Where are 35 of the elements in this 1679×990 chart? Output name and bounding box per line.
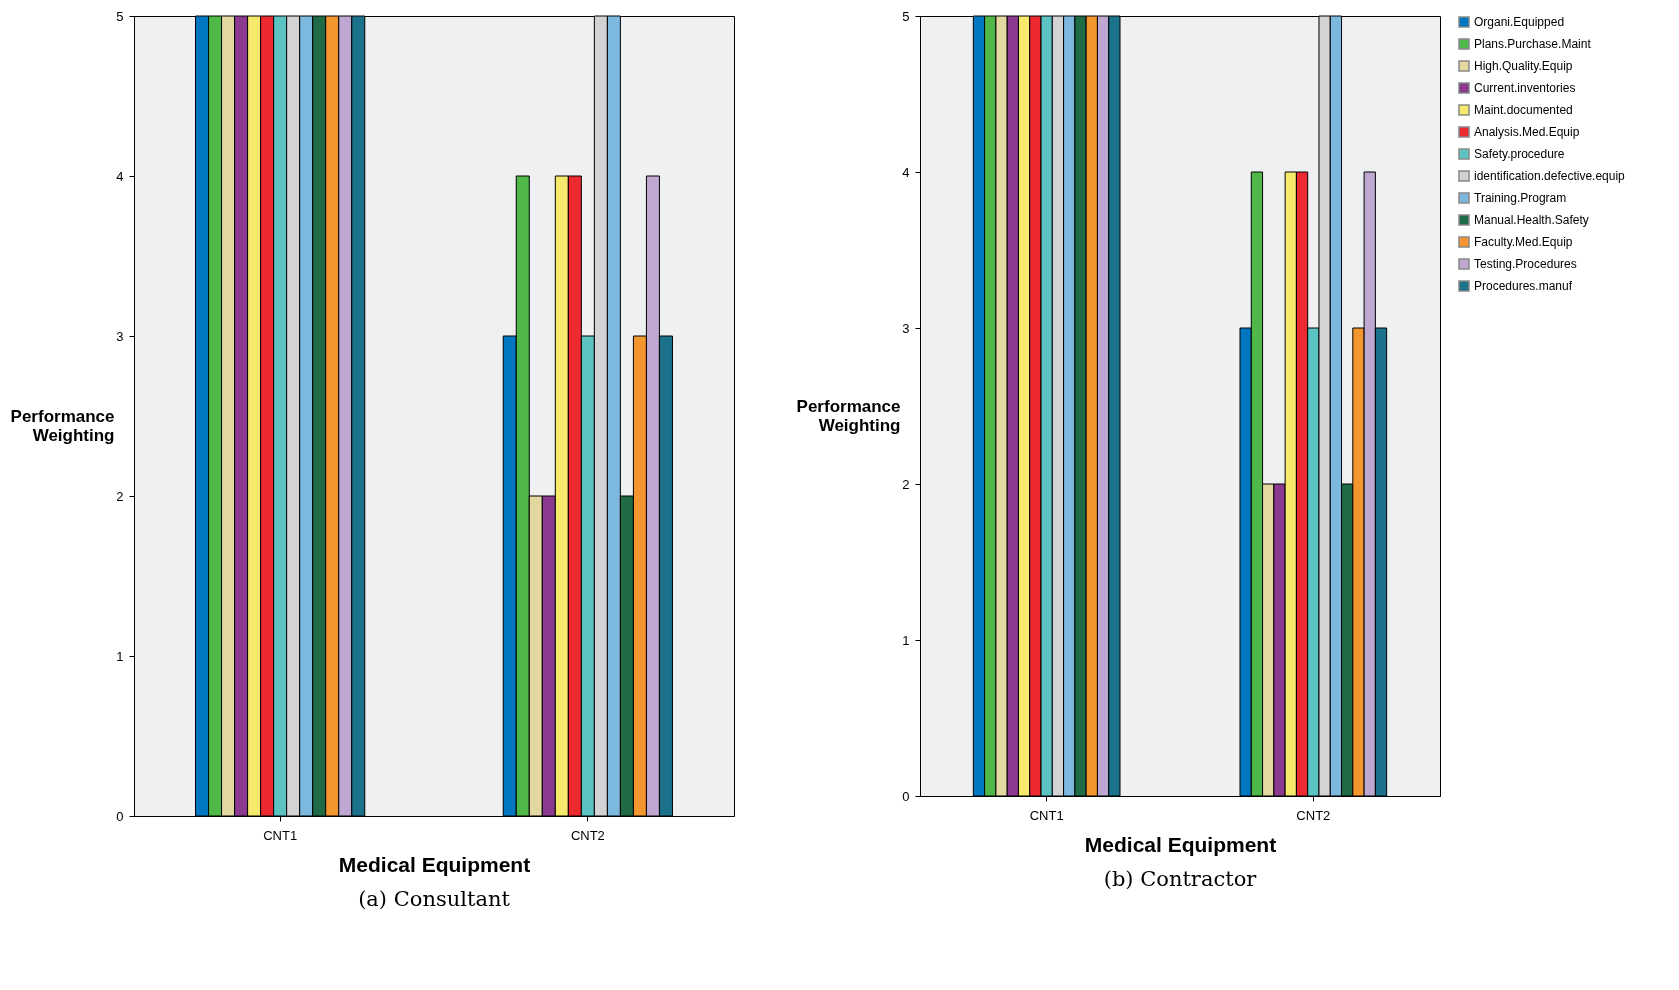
y-tick-label: 2 (902, 476, 910, 492)
legend-label: Maint.documented (1474, 103, 1573, 117)
legend-label: Manual.Health.Safety (1474, 213, 1589, 227)
y-tick-label: 5 (116, 8, 124, 24)
legend-label: Safety.procedure (1474, 147, 1565, 161)
legend-label: Plans.Purchase.Maint (1474, 37, 1592, 51)
y-tick-label: 3 (902, 320, 910, 336)
y-tick-label: 4 (902, 164, 910, 180)
y-axis-title: Performance Weighting (796, 396, 901, 435)
x-tick-label: CNT2 (1296, 807, 1331, 823)
y-tick-label: 3 (116, 328, 124, 344)
legend-label: Testing.Procedures (1474, 257, 1577, 271)
legend-label: identification.defective.equip (1474, 169, 1626, 183)
y-tick-label: 1 (902, 632, 910, 648)
x-tick-label: CNT1 (263, 827, 298, 843)
text: (b) Contractor (1103, 867, 1258, 891)
y-tick-label: 0 (116, 808, 124, 824)
legend-label: Organi.Equipped (1474, 15, 1565, 29)
y-tick-label: 5 (902, 8, 910, 24)
y-tick-label: 0 (902, 788, 910, 804)
x-axis-title: Medical Equipment (338, 852, 531, 876)
legend-label: High.Quality.Equip (1474, 59, 1573, 73)
x-tick-label: CNT2 (570, 827, 605, 843)
legend-label: Faculty.Med.Equip (1474, 235, 1573, 249)
legend-label: Analysis.Med.Equip (1474, 125, 1580, 139)
x-tick-label: CNT1 (1029, 807, 1064, 823)
y-axis-title: Performance Weighting (10, 406, 115, 445)
y-tick-label: 4 (116, 168, 124, 184)
x-axis-title: Medical Equipment (1084, 832, 1277, 856)
legend-label: Procedures.manuf (1474, 279, 1573, 293)
y-tick-label: 1 (116, 648, 124, 664)
legend-label: Current.inventories (1474, 81, 1576, 95)
legend-label: Training.Program (1474, 191, 1567, 205)
y-tick-label: 2 (116, 488, 124, 504)
text: (a) Consultant (358, 887, 511, 911)
